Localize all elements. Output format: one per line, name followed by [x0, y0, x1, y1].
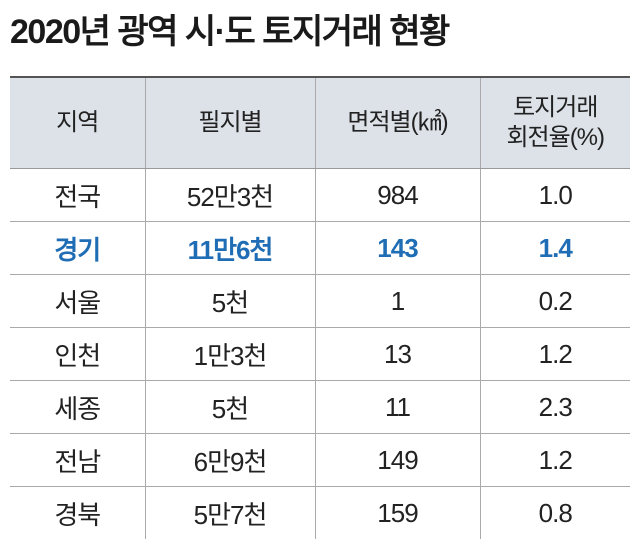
table-cell: 984	[315, 169, 480, 222]
table-cell: 2.3	[480, 381, 630, 434]
table-cell: 경기	[10, 222, 145, 275]
table-cell: 인천	[10, 328, 145, 381]
table-cell: 11	[315, 381, 480, 434]
header-cell: 지역	[10, 77, 145, 169]
table-cell: 5천	[145, 381, 315, 434]
table-cell: 6만9천	[145, 434, 315, 487]
table-cell: 13	[315, 328, 480, 381]
title: 2020년 광역 시·도 토지거래 현황	[10, 6, 449, 58]
table-cell: 세종	[10, 381, 145, 434]
table-cell: 143	[315, 222, 480, 275]
table-cell: 1.2	[480, 434, 630, 487]
table-cell: 5천	[145, 275, 315, 328]
table-cell: 1만3천	[145, 328, 315, 381]
table-cell: 5만7천	[145, 487, 315, 539]
table-cell: 149	[315, 434, 480, 487]
header-cell: 면적별(㎢)	[315, 77, 480, 169]
header-cell: 토지거래 회전율(%)	[480, 77, 630, 169]
table-cell: 1.0	[480, 169, 630, 222]
table-cell: 경북	[10, 487, 145, 539]
table-cell: 1.2	[480, 328, 630, 381]
table-cell: 159	[315, 487, 480, 539]
table-cell: 서울	[10, 275, 145, 328]
table-cell: 전국	[10, 169, 145, 222]
table-cell: 1	[315, 275, 480, 328]
header-cell: 필지별	[145, 77, 315, 169]
table-cell: 전남	[10, 434, 145, 487]
table-cell: 0.8	[480, 487, 630, 539]
table-cell: 11만6천	[145, 222, 315, 275]
table-cell: 0.2	[480, 275, 630, 328]
table-cell: 52만3천	[145, 169, 315, 222]
table-cell: 1.4	[480, 222, 630, 275]
